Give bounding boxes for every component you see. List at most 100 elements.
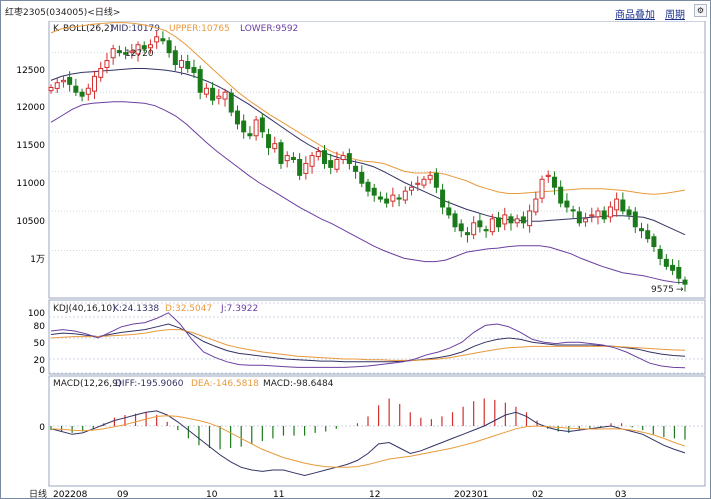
candle-body (346, 153, 352, 164)
candle-body (607, 206, 613, 218)
candle-body (458, 223, 464, 232)
kdj-tick: 80 (34, 322, 46, 332)
period-label: 日线 (29, 488, 47, 499)
candle-body (663, 258, 669, 267)
candle-body (353, 165, 359, 172)
candle-body (166, 40, 172, 54)
add-product-button[interactable]: 商品叠加 (615, 10, 655, 21)
candle-body (228, 92, 234, 113)
candle-body (54, 82, 60, 89)
candlesticks (48, 30, 688, 292)
x-tick: 09 (117, 490, 129, 499)
window-title: 红枣2305(034005)<日线> (5, 8, 121, 18)
macd-panel (48, 375, 706, 487)
candle-body (272, 143, 278, 150)
candle-body (415, 182, 421, 185)
low-price-marker: 9575 (651, 285, 674, 295)
candle-body (315, 151, 321, 157)
kdj-k-label: K:24.1338 (113, 304, 159, 314)
lower-label: LOWER:9592 (240, 24, 298, 34)
candle-body (657, 248, 663, 259)
candle-body (402, 190, 408, 201)
candle-body (179, 60, 185, 68)
candle-body (651, 236, 657, 248)
candle-body (377, 196, 383, 200)
kdj-k-line (50, 323, 686, 363)
candle-body (104, 60, 110, 69)
candle-body (309, 155, 315, 167)
price-tick: 12000 (16, 103, 45, 113)
candle-body (210, 87, 216, 101)
candle-body (290, 156, 296, 161)
low-arrow-icon: → (676, 285, 684, 295)
boll-bands (50, 22, 686, 284)
candle-body (452, 213, 458, 228)
candle-body (620, 199, 626, 212)
candle-body (160, 38, 166, 42)
candle-body (527, 210, 533, 227)
candle-body (154, 36, 160, 43)
candle-body (365, 181, 371, 192)
x-tick: 02 (532, 490, 543, 499)
candle-body (645, 230, 651, 240)
candle-body (427, 174, 433, 180)
candle-body (632, 211, 638, 228)
kdj-tick: 0 (39, 366, 45, 376)
candle-body (638, 228, 644, 232)
price-tick: 11000 (16, 179, 45, 189)
candle-body (533, 198, 539, 213)
candle-body (601, 210, 607, 220)
kdj-j-line (50, 312, 686, 369)
candle-body (328, 160, 334, 168)
candle-body (614, 198, 620, 211)
candle-body (564, 200, 570, 208)
candle-body (60, 79, 66, 83)
candle-body (234, 110, 240, 125)
candle-body (471, 222, 477, 236)
candle-body (110, 48, 116, 59)
gear-icon[interactable]: ⚙ (694, 4, 707, 17)
high-price-marker: 12720 (125, 49, 154, 59)
candle-body (216, 95, 222, 99)
candle-body (670, 264, 676, 271)
title-bar: 红枣2305(034005)<日线> 商品叠加 周期 ⚙ (1, 1, 710, 21)
candle-body (334, 159, 340, 170)
candle-body (483, 229, 489, 232)
macd-indicator (50, 398, 686, 477)
kdj-j-label: J:7.3922 (220, 304, 258, 314)
upper-label: UPPER:10765 (169, 24, 230, 34)
candle-body (576, 211, 582, 224)
price-tick: 12500 (16, 66, 45, 76)
candle-body (558, 186, 564, 204)
macd-name-label: MACD(12,26,9) (53, 379, 121, 389)
candle-body (147, 44, 153, 49)
candle-body (340, 155, 346, 161)
price-panel (48, 21, 706, 299)
candle-body (247, 133, 253, 137)
macd-zero-tick: 0 (39, 423, 45, 433)
kdj-panel (48, 299, 706, 375)
kdj-tick: 20 (34, 356, 46, 366)
mid-label: MID:10179 (111, 24, 160, 34)
x-tick: 202301 (454, 490, 488, 499)
candle-body (390, 194, 396, 202)
cycle-button[interactable]: 周期 (665, 10, 685, 21)
price-y-axis: 12500 12000 11500 11000 10500 1万 (16, 66, 45, 265)
candle-body (284, 155, 290, 162)
chart-canvas[interactable]: K BOLL(26,2) MID:10179 UPPER:10765 LOWER… (1, 21, 710, 499)
candle-body (446, 207, 452, 216)
candle-body (278, 142, 284, 164)
candle-body (92, 75, 98, 92)
macd-diff-line (50, 410, 686, 477)
price-tick: 11500 (16, 141, 45, 151)
candle-body (253, 119, 259, 137)
kdj-name-label: KDJ(40,16,10) (53, 304, 116, 314)
candle-body (396, 197, 402, 200)
x-tick: 11 (273, 490, 284, 499)
candle-body (539, 178, 545, 199)
candle-body (85, 87, 91, 95)
candle-body (98, 67, 104, 78)
candle-body (595, 210, 601, 218)
price-tick: 10500 (16, 217, 45, 227)
